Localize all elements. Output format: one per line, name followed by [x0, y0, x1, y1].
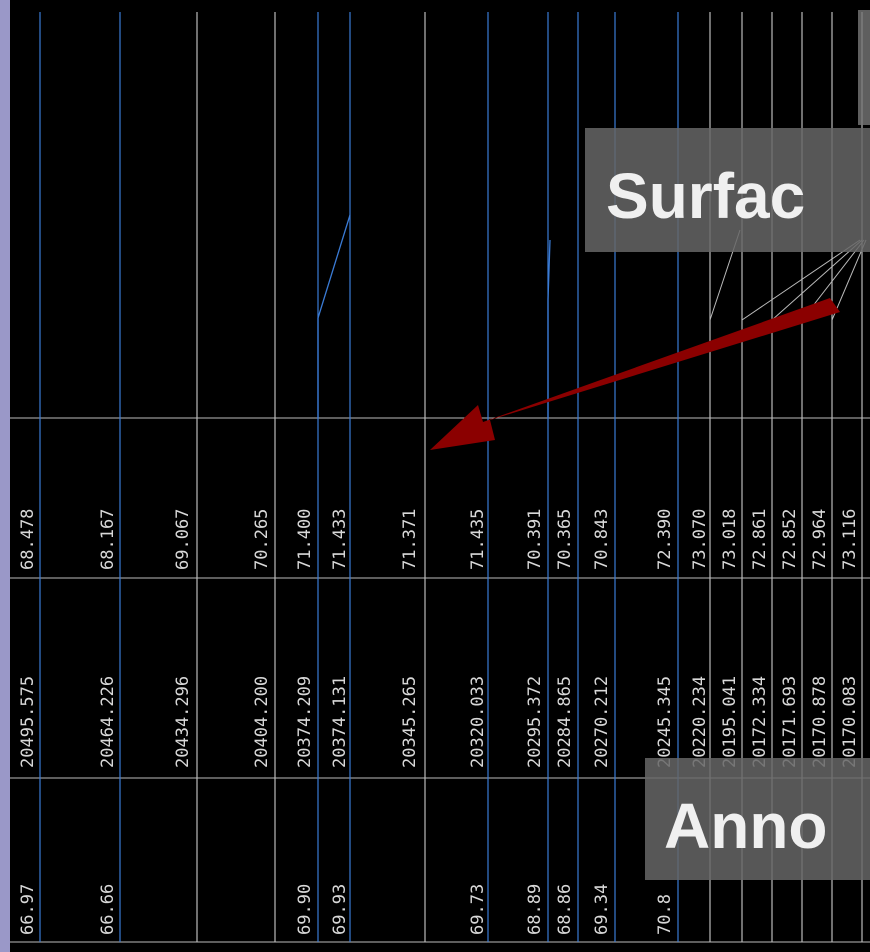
- column-value: 20170.878: [810, 676, 830, 768]
- column-value: 69.73: [468, 884, 488, 935]
- column-value: 20495.575: [18, 676, 38, 768]
- callout-box: [645, 758, 870, 880]
- column-value: 20345.265: [400, 676, 420, 768]
- column-value: 20374.209: [295, 676, 315, 768]
- column-value: 20464.226: [98, 676, 118, 768]
- callout-label: Surfac: [606, 160, 805, 232]
- column-value: 69.90: [295, 884, 315, 935]
- column-value: 69.93: [330, 884, 350, 935]
- column-value: 20320.033: [468, 676, 488, 768]
- column-value: 20172.334: [750, 676, 770, 768]
- column-value: 20404.200: [252, 676, 272, 768]
- column-value: 20220.234: [690, 676, 710, 768]
- column-value: 70.265: [252, 509, 272, 570]
- column-value: 72.852: [780, 509, 800, 570]
- column-value: 73.116: [840, 509, 860, 570]
- column-value: 20245.345: [655, 676, 675, 768]
- red-arrow: [430, 298, 840, 450]
- column-value: 20170.083: [840, 676, 860, 768]
- column-value: 71.400: [295, 509, 315, 570]
- profile: [317, 214, 351, 418]
- column-value: 69.067: [173, 509, 193, 570]
- column-value: 68.478: [18, 509, 38, 570]
- side-strip: [0, 0, 10, 952]
- column-value: 73.070: [690, 509, 710, 570]
- column-value: 66.66: [98, 884, 118, 935]
- column-value: 20434.296: [173, 676, 193, 768]
- column-value: 69.34: [592, 884, 612, 935]
- profile-lines: [317, 214, 551, 418]
- column-value: 70.391: [525, 509, 545, 570]
- column-value: 72.964: [810, 509, 830, 570]
- leader: [771, 239, 863, 321]
- column-value: 72.390: [655, 509, 675, 570]
- column-value: 71.371: [400, 509, 420, 570]
- callout-label: Anno: [664, 790, 828, 862]
- leader: [831, 239, 867, 321]
- column-value: 20171.693: [780, 676, 800, 768]
- column-value: 73.018: [720, 509, 740, 570]
- column-value: 20374.131: [330, 676, 350, 768]
- column-value: 70.843: [592, 509, 612, 570]
- column-value: 20195.041: [720, 676, 740, 768]
- column-value: 70.365: [555, 509, 575, 570]
- column-value: 68.89: [525, 884, 545, 935]
- profile: [547, 239, 551, 418]
- column-value: 70.8: [655, 894, 675, 935]
- column-value: 20284.865: [555, 676, 575, 768]
- column-value: 20295.372: [525, 676, 545, 768]
- column-value: 66.97: [18, 884, 38, 935]
- column-value: 68.86: [555, 884, 575, 935]
- column-value: 68.167: [98, 509, 118, 570]
- column-value: 71.435: [468, 509, 488, 570]
- column-value: 71.433: [330, 509, 350, 570]
- callout-box: [585, 128, 870, 252]
- column-value: 20270.212: [592, 676, 612, 768]
- callout-box: [858, 10, 870, 125]
- leader: [741, 239, 861, 321]
- column-value: 72.861: [750, 509, 770, 570]
